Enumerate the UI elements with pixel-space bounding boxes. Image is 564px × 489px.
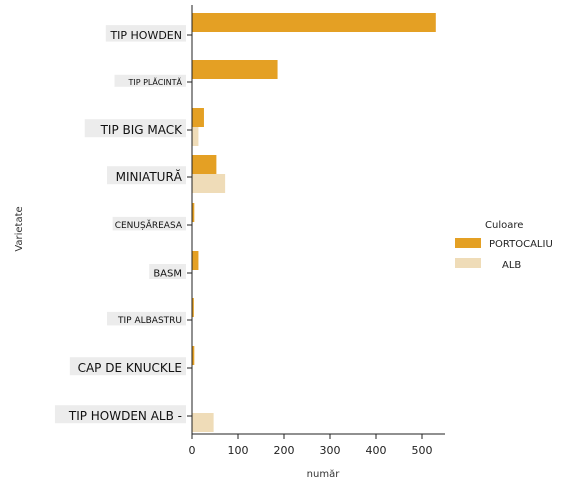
x-tick-label: 400 (366, 444, 387, 457)
category-label-bg (107, 311, 186, 326)
x-axis-title: număr (307, 469, 341, 480)
legend-title: Culoare (485, 220, 523, 231)
category-label-bg (54, 405, 187, 424)
category-label-bg (107, 166, 186, 185)
x-tick-label: 300 (320, 444, 341, 457)
category-label: TIP ALBASTRU (117, 316, 182, 326)
bar-portocaliu-1 (192, 60, 278, 79)
legend-swatch-portocaliu (455, 238, 481, 248)
bar-portocaliu-6 (192, 298, 194, 317)
category-label: TIP HOWDEN ALB - (68, 409, 182, 423)
category-label-bg (105, 25, 186, 42)
x-tick-label: 0 (189, 444, 196, 457)
category-label-bg (114, 74, 186, 87)
bar-portocaliu-4 (192, 203, 195, 222)
bars (192, 13, 436, 432)
legend-label-portocaliu: PORTOCALIU (489, 239, 553, 250)
category-label: MINIATURĂ (116, 169, 183, 184)
category-label: CENUȘĂREASA (115, 219, 183, 231)
bar-portocaliu-5 (192, 251, 199, 270)
category-labels: TIP HOWDEN TIP PLĂCINTĂ TIP BIG MACK MINIAT… (54, 25, 192, 424)
y-axis-title: Varietate (14, 206, 25, 251)
bar-portocaliu-0 (192, 13, 436, 32)
bar-portocaliu-7 (192, 346, 195, 365)
category-label: CAP DE KNUCKLE (78, 361, 182, 375)
category-label-bg (149, 264, 186, 279)
legend-label-alb: ALB (502, 260, 521, 271)
bar-portocaliu-2 (192, 108, 204, 127)
category-label-bg (84, 119, 186, 138)
category-label: TIP BIG MACK (100, 123, 184, 137)
bar-alb-2 (192, 127, 199, 146)
legend: Culoare PORTOCALIU ALB (455, 220, 553, 271)
category-label: TIP PLĂCINTĂ (127, 76, 182, 87)
category-label-bg (69, 357, 186, 376)
bar-portocaliu-3 (192, 155, 217, 174)
x-tick-label: 500 (412, 444, 433, 457)
x-tick-label: 100 (228, 444, 249, 457)
category-label: TIP HOWDEN (109, 29, 182, 42)
bar-alb-3 (192, 174, 226, 193)
bar-alb-8 (192, 413, 214, 432)
x-axis-ticks: 0 100 200 300 400 500 (189, 434, 433, 457)
legend-swatch-alb (455, 258, 481, 268)
category-label-bg (112, 216, 186, 231)
x-tick-label: 200 (274, 444, 295, 457)
category-label: BASM (153, 269, 182, 280)
